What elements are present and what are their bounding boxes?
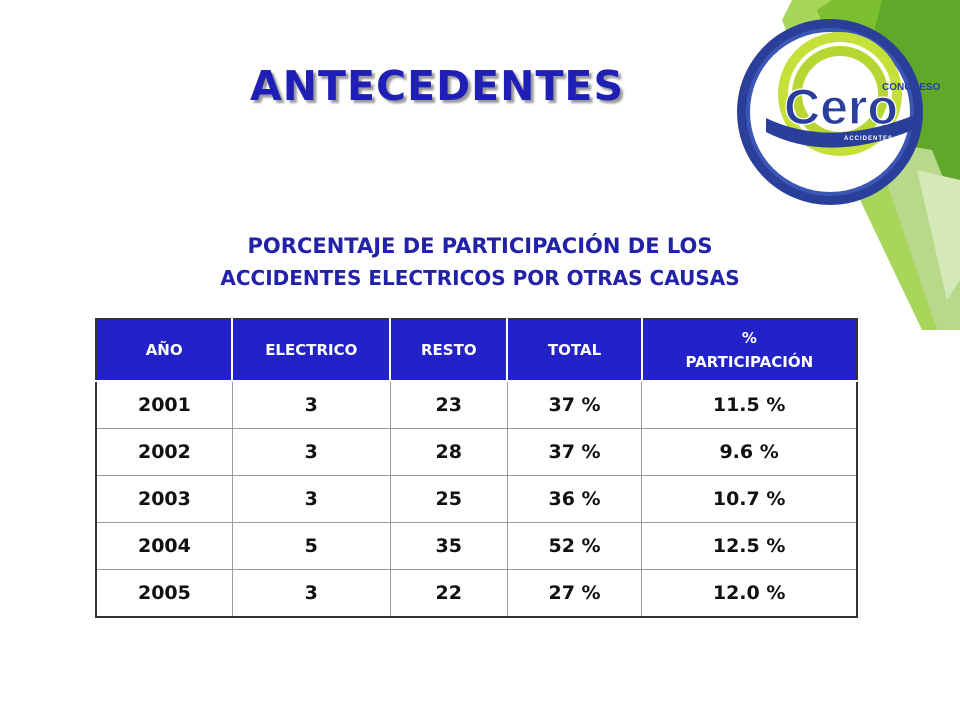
header-participation-line2: PARTICIPACIÓN <box>685 353 814 371</box>
cell-year: 2005 <box>94 569 233 618</box>
cell-participation: 12.0 % <box>641 569 859 618</box>
accident-data-table: AÑO ELECTRICO RESTO TOTAL % PARTICIPACIÓ… <box>94 318 859 618</box>
cell-participation: 11.5 % <box>641 380 859 429</box>
table-row: 2005 3 22 27 % 12.0 % <box>94 569 859 618</box>
header-electric: ELECTRICO <box>231 318 392 382</box>
slide-title: ANTECEDENTES <box>250 62 624 110</box>
cell-electric: 3 <box>231 428 391 476</box>
cell-total: 37 % <box>506 428 643 476</box>
cell-year: 2004 <box>94 522 233 570</box>
cell-total: 37 % <box>506 380 643 429</box>
cell-electric: 5 <box>231 522 391 570</box>
logo-ring-text: ACCIDENTES <box>844 136 893 142</box>
table-row: 2002 3 28 37 % 9.6 % <box>94 428 859 476</box>
logo-main-text: Cero <box>784 79 898 135</box>
congreso-cero-accidentes-logo: Cero CONGRESO ACCIDENTES <box>722 0 960 330</box>
cell-year: 2003 <box>94 475 233 523</box>
cell-electric: 3 <box>231 380 391 429</box>
cell-electric: 3 <box>231 569 391 618</box>
header-participation-line1: % <box>741 329 757 347</box>
table-row: 2003 3 25 36 % 10.7 % <box>94 475 859 523</box>
cell-participation: 9.6 % <box>641 428 859 476</box>
cell-year: 2002 <box>94 428 233 476</box>
cell-rest: 25 <box>389 475 508 523</box>
cell-rest: 23 <box>389 380 508 429</box>
table-row: 2004 5 35 52 % 12.5 % <box>94 522 859 570</box>
cell-participation: 10.7 % <box>641 475 859 523</box>
cell-total: 36 % <box>506 475 643 523</box>
header-participation: % PARTICIPACIÓN <box>640 318 859 382</box>
cell-total: 52 % <box>506 522 643 570</box>
cell-year: 2001 <box>94 380 233 429</box>
table-heading-line1: PORCENTAJE DE PARTICIPACIÓN DE LOS <box>247 234 713 258</box>
header-year: AÑO <box>94 318 234 382</box>
cell-participation: 12.5 % <box>641 522 859 570</box>
table-heading: PORCENTAJE DE PARTICIPACIÓN DE LOS ACCID… <box>120 230 840 294</box>
header-rest: RESTO <box>389 318 509 382</box>
cell-rest: 28 <box>389 428 508 476</box>
table-row: 2001 3 23 37 % 11.5 % <box>94 380 859 429</box>
table-heading-line2: ACCIDENTES ELECTRICOS POR OTRAS CAUSAS <box>220 266 740 290</box>
table-header-row: AÑO ELECTRICO RESTO TOTAL % PARTICIPACIÓ… <box>94 318 859 382</box>
header-total: TOTAL <box>506 318 643 382</box>
cell-total: 27 % <box>506 569 643 618</box>
cell-electric: 3 <box>231 475 391 523</box>
logo-small-text: CONGRESO <box>882 82 941 93</box>
cell-rest: 35 <box>389 522 508 570</box>
cell-rest: 22 <box>389 569 508 618</box>
